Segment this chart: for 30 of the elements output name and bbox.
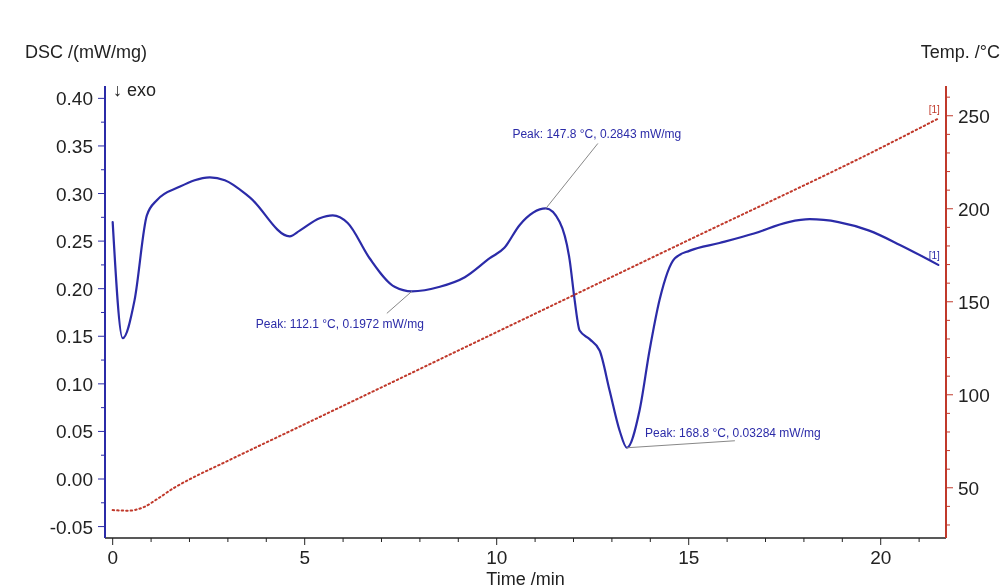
y-tick-label: 0.30	[56, 183, 93, 205]
line-series	[111, 176, 940, 449]
x-tick-label: 15	[678, 547, 700, 568]
x-tick-label: 5	[299, 547, 310, 568]
line-series	[111, 117, 940, 512]
x-axis-title: Time /min	[486, 569, 565, 587]
x-tick-label: 20	[870, 547, 892, 568]
y2-tick-label: 100	[958, 384, 990, 406]
y-tick-label: 0.15	[56, 326, 93, 348]
annotation: Peak: 112.1 °C, 0.1972 mW/mg	[255, 317, 424, 332]
y-tick-label: 0.35	[56, 135, 93, 157]
y2-axis-title: Temp. /°C	[920, 42, 1000, 62]
x-tick-label: 0	[107, 547, 118, 568]
y-tick-label: 0.10	[56, 373, 93, 395]
y2-tick-label: 150	[958, 291, 990, 313]
y-tick-label: 0.05	[56, 421, 93, 443]
y-tick-label: -0.05	[49, 516, 93, 538]
annotation: Peak: 168.8 °C, 0.03284 mW/mg	[645, 425, 821, 440]
x-tick-label: 10	[486, 547, 508, 568]
y-axis-title: DSC /(mW/mg)	[25, 42, 147, 62]
y2-tick-label: 200	[958, 198, 990, 220]
y2-tick-label: 50	[958, 477, 980, 499]
series-label: [1]	[928, 103, 941, 115]
annotation: Peak: 147.8 °C, 0.2843 mW/mg	[512, 127, 682, 142]
annotation: ↓ exo	[113, 80, 157, 100]
y-tick-label: 0.25	[56, 231, 93, 253]
y-tick-label: 0.00	[56, 469, 93, 490]
y-tick-label: 0.20	[56, 278, 93, 300]
y2-tick-label: 250	[958, 105, 990, 127]
y-tick-label: 0.40	[56, 88, 93, 110]
